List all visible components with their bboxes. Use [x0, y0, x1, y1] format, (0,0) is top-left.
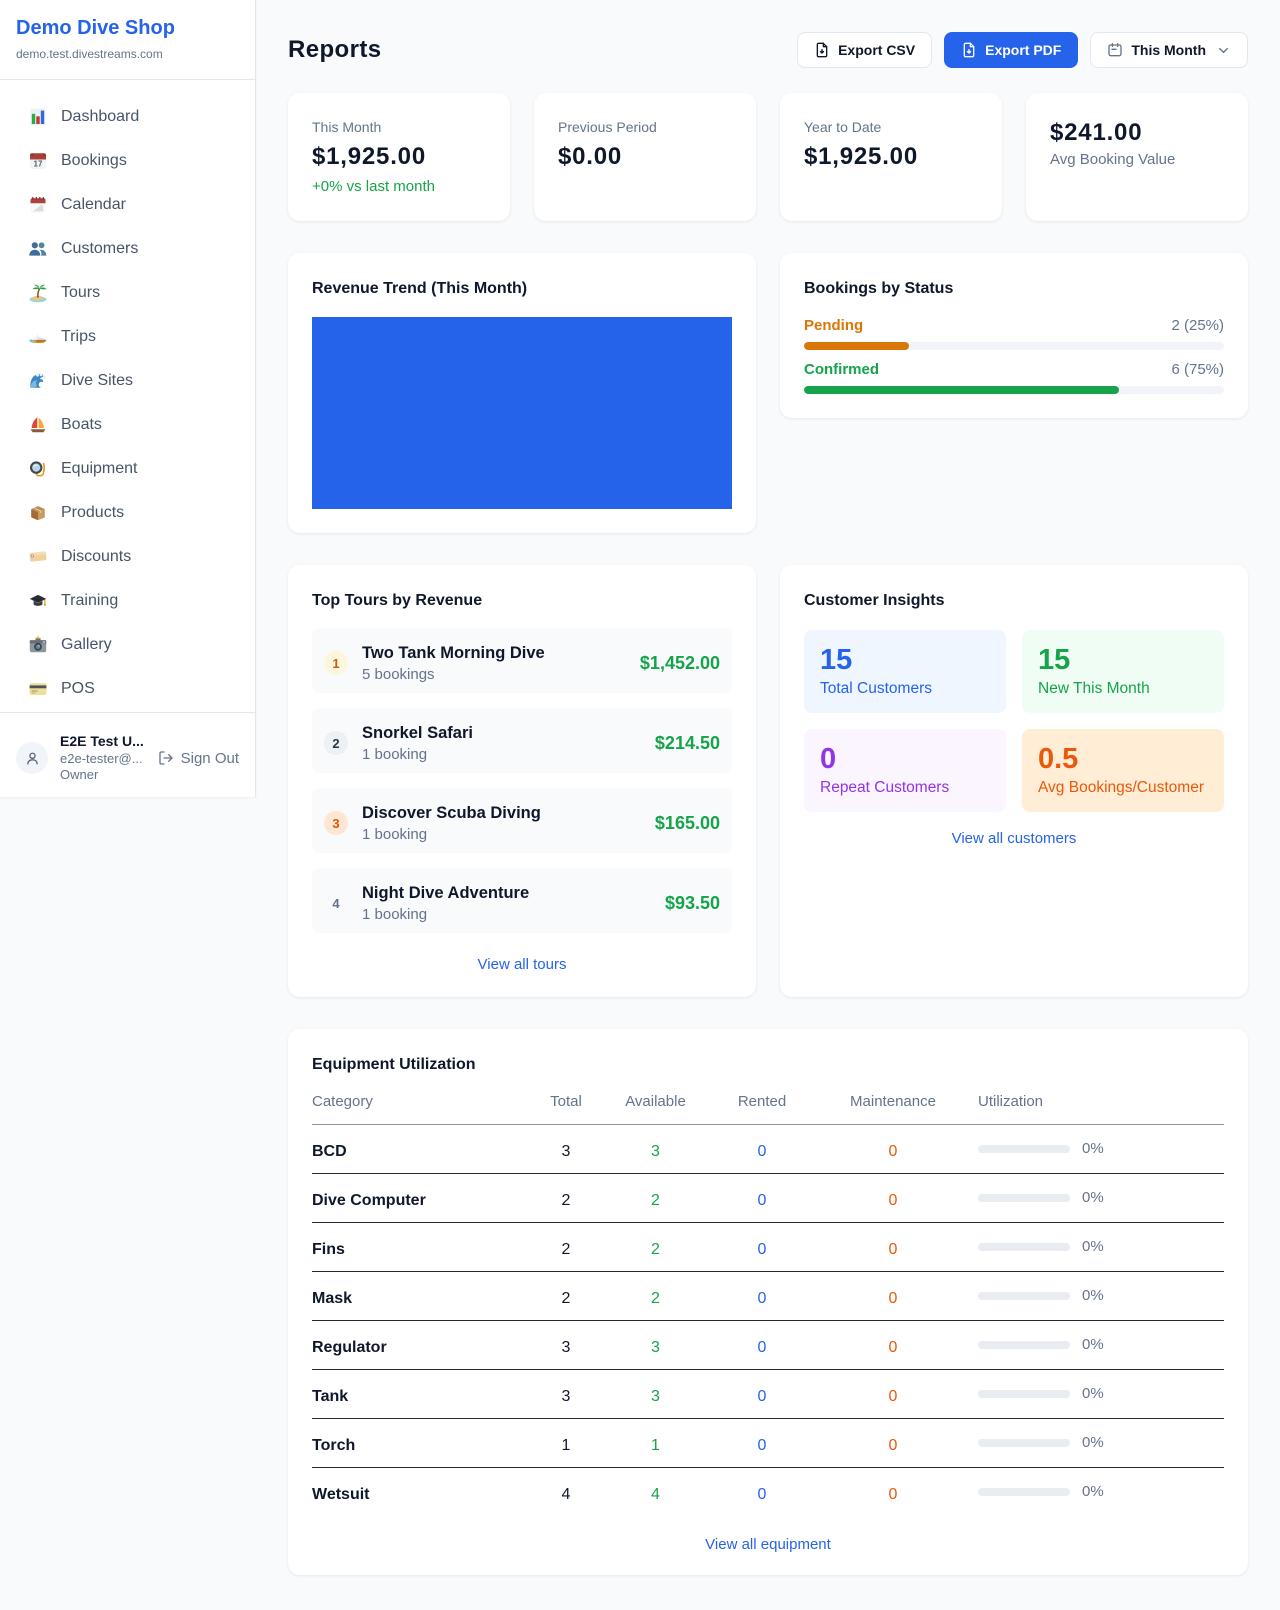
svg-text:17: 17: [34, 160, 43, 169]
